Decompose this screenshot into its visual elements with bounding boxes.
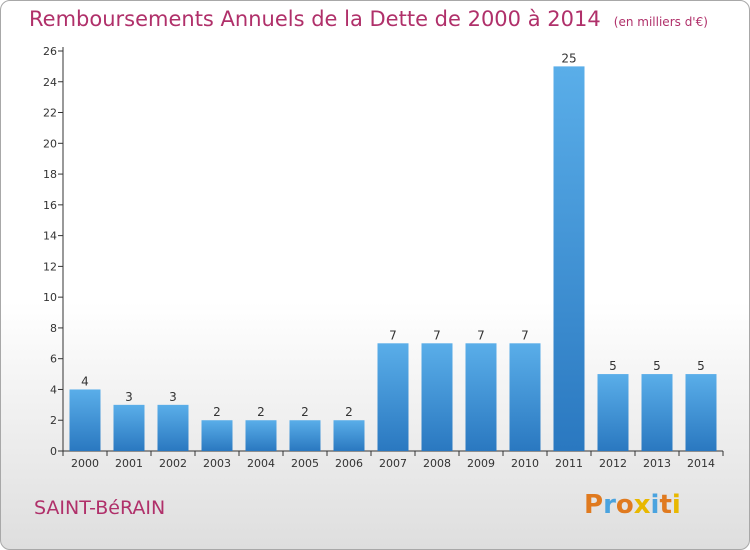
y-tick-label: 2 [50, 414, 57, 427]
y-tick-label: 14 [43, 230, 57, 243]
bar [245, 420, 277, 451]
chart-bars: 4 3 3 2 2 2 2 7 7 7 7 25 5 5 5 [69, 51, 717, 451]
logo-letter: r [603, 490, 616, 520]
data-label: 5 [609, 359, 617, 373]
x-tick-label: 2006 [335, 457, 363, 470]
x-tick-label: 2012 [599, 457, 627, 470]
bar [597, 374, 629, 451]
bar [641, 374, 673, 451]
data-label: 3 [125, 390, 133, 404]
y-tick-label: 24 [43, 76, 57, 89]
data-label: 5 [697, 359, 705, 373]
data-label: 7 [477, 328, 485, 342]
bar [509, 343, 541, 451]
x-tick-label: 2014 [687, 457, 715, 470]
logo-letter: i [650, 490, 660, 520]
x-tick-label: 2013 [643, 457, 671, 470]
x-tick-label: 2005 [291, 457, 319, 470]
y-tick-label: 18 [43, 168, 57, 181]
x-tick-label: 2004 [247, 457, 275, 470]
y-tick-label: 26 [43, 45, 57, 58]
data-label: 2 [345, 405, 353, 419]
data-label: 7 [433, 328, 441, 342]
logo-letter: t [659, 490, 672, 520]
logo-letter: o [615, 490, 634, 520]
chart-title: Remboursements Annuels de la Dette de 20… [29, 7, 601, 31]
logo-letter: i [671, 490, 681, 520]
data-label: 2 [257, 405, 265, 419]
data-label: 25 [561, 51, 576, 65]
x-tick-label: 2002 [159, 457, 187, 470]
bar [553, 66, 585, 451]
commune-name: SAINT-BéRAIN [34, 497, 166, 519]
y-tick-label: 4 [50, 383, 57, 396]
chart-unit: (en milliers d'€) [613, 15, 708, 29]
x-tick-label: 2000 [71, 457, 99, 470]
bar [377, 343, 409, 451]
logo-letter: P [584, 490, 604, 520]
x-tick-label: 2008 [423, 457, 451, 470]
x-tick-label: 2007 [379, 457, 407, 470]
y-tick-label: 8 [50, 322, 57, 335]
data-label: 7 [521, 328, 529, 342]
data-label: 2 [213, 405, 221, 419]
x-tick-label: 2001 [115, 457, 143, 470]
proxiti-logo[interactable]: Proxiti [584, 490, 681, 520]
y-tick-label: 6 [50, 353, 57, 366]
bar [421, 343, 453, 451]
data-label: 4 [81, 374, 89, 388]
bar [157, 404, 189, 451]
y-tick-label: 16 [43, 199, 57, 212]
bar [333, 420, 365, 451]
chart-title-block: Remboursements Annuels de la Dette de 20… [29, 7, 708, 31]
data-label: 7 [389, 328, 397, 342]
y-tick-label: 22 [43, 107, 57, 120]
y-tick-label: 10 [43, 291, 57, 304]
bar [685, 374, 717, 451]
x-tick-label: 2003 [203, 457, 231, 470]
logo-letter: x [633, 490, 651, 520]
x-tick-label: 2010 [511, 457, 539, 470]
bar [113, 404, 145, 451]
x-tick-label: 2011 [555, 457, 583, 470]
y-tick-label: 12 [43, 260, 57, 273]
x-tick-label: 2009 [467, 457, 495, 470]
data-label: 3 [169, 390, 177, 404]
bar [69, 389, 101, 451]
y-tick-label: 0 [50, 445, 57, 458]
y-tick-label: 20 [43, 137, 57, 150]
bar [465, 343, 497, 451]
data-label: 2 [301, 405, 309, 419]
bar [201, 420, 233, 451]
bar [289, 420, 321, 451]
data-label: 5 [653, 359, 661, 373]
